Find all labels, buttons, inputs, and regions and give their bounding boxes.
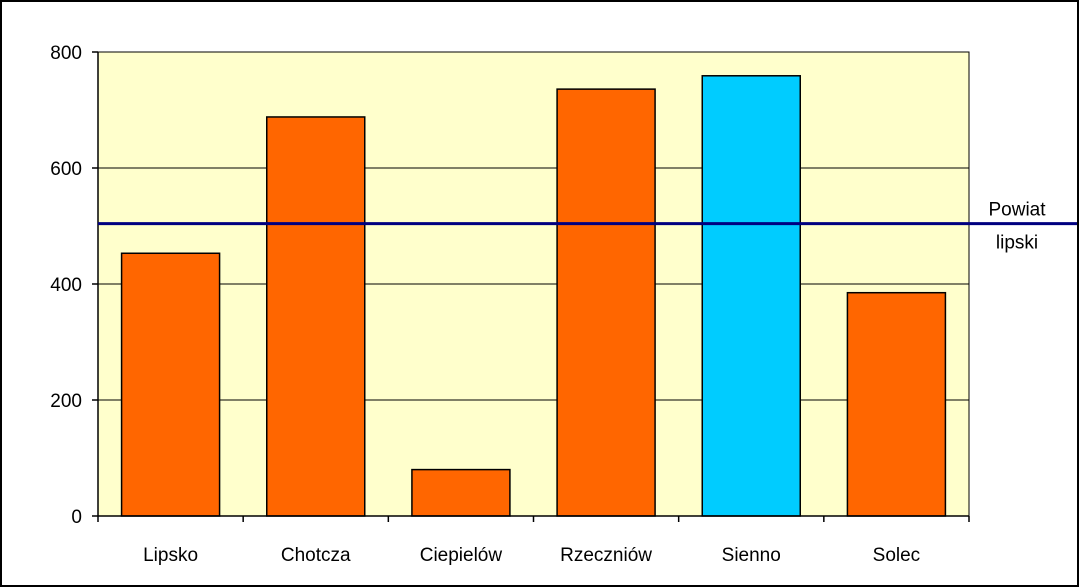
reference-line-label-1: Powiat: [988, 200, 1046, 221]
bar-lipsko: [120, 252, 221, 517]
x-tick-label-solec: Solec: [873, 545, 921, 566]
x-tick-label-lipsko: Lipsko: [143, 545, 198, 566]
x-tick-label-ciepielów: Ciepielów: [420, 545, 503, 566]
y-tick-label-400: 400: [50, 275, 82, 296]
bar-chotcza: [266, 116, 366, 517]
y-tick-label-800: 800: [50, 43, 82, 64]
bar-rzeczniów: [556, 88, 656, 517]
bar-sienno: [701, 75, 801, 517]
y-tick-label-600: 600: [50, 159, 82, 180]
reference-line-label-2: lipski: [996, 233, 1038, 254]
y-tick-label-200: 200: [50, 391, 82, 412]
x-tick-label-rzeczniów: Rzeczniów: [560, 545, 652, 566]
y-tick-label-0: 0: [71, 507, 82, 528]
x-tick-label-chotcza: Chotcza: [281, 545, 351, 566]
bar-ciepielów: [411, 468, 511, 517]
bar-solec: [846, 291, 947, 517]
x-tick-label-sienno: Sienno: [722, 545, 781, 566]
